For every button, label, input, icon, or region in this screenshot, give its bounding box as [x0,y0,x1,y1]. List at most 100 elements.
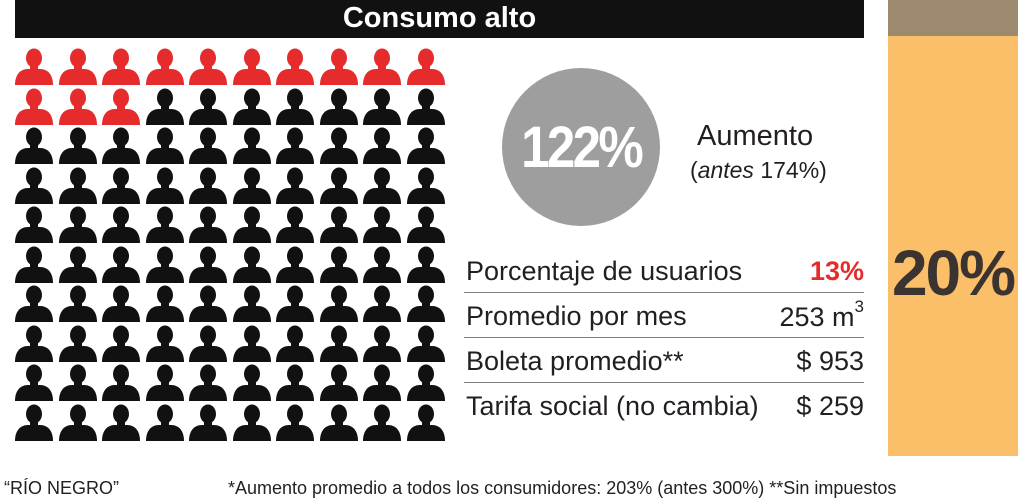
person-icon [15,206,53,243]
person-icon [145,285,184,322]
person-icon [102,167,140,204]
previous-prefix: ( [690,157,698,183]
person-icon [319,364,358,401]
previous-rest: 174%) [753,157,827,183]
person-icon [102,246,140,283]
person-icon [102,48,140,85]
stats-table: Porcentaje de usuarios 13% Promedio por … [464,248,864,427]
person-icon [276,285,314,322]
person-icon [319,325,358,362]
person-icon [102,404,140,441]
person-icon [15,246,53,283]
person-icon [58,246,97,283]
person-icon [319,404,358,441]
previous-italic: antes [697,157,754,183]
person-icon [145,325,184,362]
previous-increase: (antes 174%) [690,157,827,184]
side-bar-cap [888,0,1018,36]
person-icon [189,246,227,283]
person-icon [15,127,53,164]
person-icon [363,167,401,204]
person-icon [15,364,53,401]
person-icon [232,246,271,283]
stat-value-main: 253 m [779,302,855,332]
person-icon [15,167,53,204]
person-icon [58,285,97,322]
person-icon [189,325,227,362]
stat-row-monthly-average: Promedio por mes 253 m3 [464,292,864,337]
person-icon [189,88,227,125]
person-icon [406,325,445,362]
person-icon [145,127,184,164]
person-icon [406,127,445,164]
person-icon [189,364,227,401]
person-icon [102,206,140,243]
person-icon [406,285,445,322]
person-icon [189,404,227,441]
person-icon [276,206,314,243]
person-icon [189,167,227,204]
person-icon [319,48,358,85]
person-icon [276,404,314,441]
source-credit: “RÍO NEGRO” [4,478,119,498]
person-icon [102,364,140,401]
person-icon [363,88,401,125]
person-icon [189,206,227,243]
person-icon [406,206,445,243]
person-icon [145,404,184,441]
person-icon [363,364,401,401]
person-icon [363,48,401,85]
person-icon [363,285,401,322]
stat-label: Boleta promedio** [466,346,684,376]
person-icon [58,88,97,125]
person-icon [319,127,358,164]
person-icon [276,127,314,164]
person-icon [363,206,401,243]
person-icon [276,167,314,204]
person-icon [406,48,445,85]
person-icon [58,325,97,362]
stat-label: Tarifa social (no cambia) [466,391,759,421]
person-icon [232,127,271,164]
person-icon [232,404,271,441]
person-icon [276,88,314,125]
person-icon [145,246,184,283]
stat-row-users: Porcentaje de usuarios 13% [464,248,864,292]
side-bar: 20% [888,0,1018,456]
person-icon [232,48,271,85]
person-icon [189,285,227,322]
person-icon [232,88,271,125]
person-icon [145,167,184,204]
person-icon [145,206,184,243]
stat-value: 13% [809,256,864,286]
person-icon [276,246,314,283]
person-icon [363,127,401,164]
person-icon [58,167,97,204]
person-icon [406,404,445,441]
increase-value: 122% [521,114,644,180]
person-icon [145,364,184,401]
person-icon [276,48,314,85]
person-icon [406,364,445,401]
person-icon [232,364,271,401]
stat-row-average-bill: Boleta promedio** $ 953 [464,337,864,382]
person-icon [363,246,401,283]
person-icon [15,325,53,362]
person-icon [15,404,53,441]
side-bar-value: 20% [891,237,1016,309]
person-icon [363,404,401,441]
person-icon [276,364,314,401]
person-icon [232,325,271,362]
person-icon [232,167,271,204]
person-icon [189,127,227,164]
person-icon [189,48,227,85]
person-icon [145,48,184,85]
increase-label: Aumento [697,120,814,152]
person-icon [232,206,271,243]
person-icon [102,88,140,125]
person-icon [276,325,314,362]
person-icon [319,88,358,125]
stat-row-social-rate: Tarifa social (no cambia) $ 259 [464,382,864,427]
person-icon [319,285,358,322]
chart-title: Consumo alto [15,0,864,38]
